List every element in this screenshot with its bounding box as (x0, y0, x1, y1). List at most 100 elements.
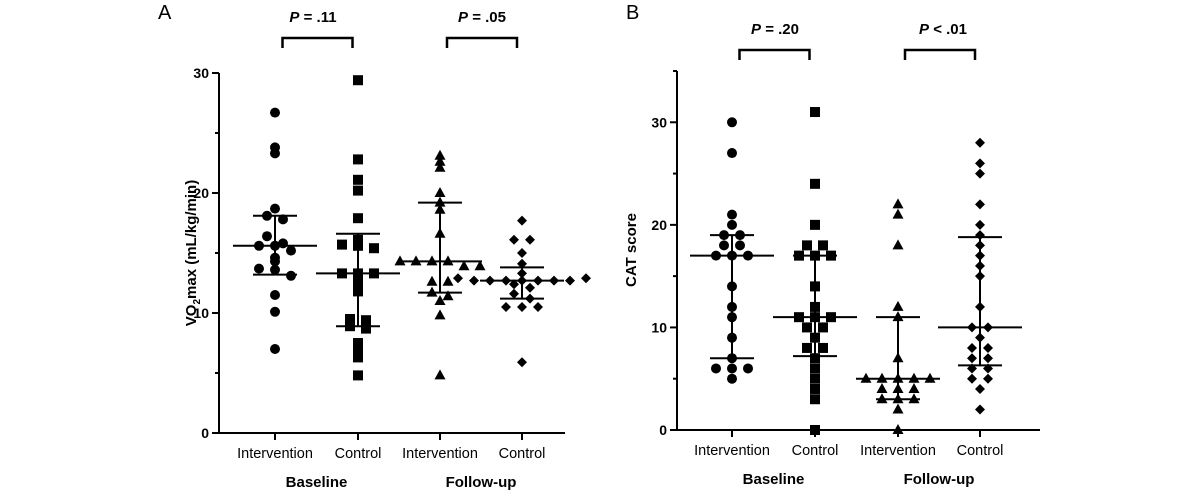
data-point-square (345, 321, 355, 332)
ylabel-main: VO (183, 304, 200, 326)
panel-b-letter: B (626, 2, 639, 24)
data-point-diamond (517, 248, 527, 258)
x-category-label: Control (335, 446, 382, 462)
data-point-square (810, 363, 820, 374)
data-point-square (802, 322, 812, 333)
p-symbol: P (289, 9, 300, 26)
data-point-triangle (434, 196, 446, 207)
data-point-square (826, 312, 836, 323)
data-point-square (353, 370, 363, 381)
data-point-circle (727, 332, 737, 343)
data-point-square (353, 268, 363, 279)
data-point-diamond (975, 383, 985, 394)
data-point-square (337, 239, 347, 250)
data-point-circle (286, 245, 296, 256)
data-point-square (810, 394, 820, 405)
panel-a-letter: A (158, 2, 172, 24)
data-point-diamond (983, 322, 993, 333)
ylabel-subscript: 2 (192, 299, 203, 305)
data-point-circle (727, 281, 737, 292)
data-point-circle (278, 214, 288, 225)
data-point-square (353, 240, 363, 251)
data-point-diamond (975, 301, 985, 312)
data-point-circle (270, 264, 280, 275)
data-point-square (345, 314, 355, 324)
data-point-diamond (517, 258, 527, 269)
data-point-circle (743, 250, 753, 261)
data-point-circle (735, 230, 745, 241)
data-point-diamond (975, 404, 985, 415)
data-point-triangle (924, 372, 936, 383)
data-point-triangle (442, 275, 454, 286)
data-point-circle (270, 148, 280, 159)
x-category-label: Intervention (402, 446, 478, 462)
data-point-square (810, 178, 820, 189)
data-point-triangle (410, 255, 422, 266)
y-tick-label: 0 (201, 425, 209, 441)
significance-bracket (738, 48, 811, 60)
data-point-diamond (975, 199, 985, 210)
series-group (394, 149, 486, 380)
data-point-square (810, 373, 820, 384)
y-tick-label: 30 (651, 114, 667, 130)
data-point-square (353, 75, 363, 86)
data-point-diamond (501, 302, 511, 312)
data-point-triangle (434, 309, 446, 320)
data-point-circle (711, 363, 721, 374)
data-point-circle (727, 117, 737, 128)
data-point-diamond (533, 302, 543, 312)
data-point-circle (735, 240, 745, 251)
data-point-circle (719, 240, 729, 251)
data-point-triangle (908, 382, 920, 393)
data-point-circle (727, 353, 737, 364)
data-point-triangle (892, 198, 904, 209)
x-group-label: Follow-up (904, 471, 975, 488)
data-point-diamond (983, 342, 993, 353)
y-tick-label: 30 (193, 65, 209, 81)
series-group (856, 198, 940, 434)
data-point-square (353, 344, 363, 354)
data-point-triangle (426, 286, 438, 297)
data-point-square (810, 219, 820, 230)
data-point-triangle (892, 239, 904, 250)
data-point-triangle (434, 227, 446, 238)
x-category-label: Intervention (860, 443, 936, 459)
data-point-square (353, 276, 363, 287)
data-point-diamond (967, 363, 977, 374)
data-point-square (353, 213, 363, 224)
y-tick-label: 20 (193, 185, 209, 201)
x-category-label: Control (792, 443, 839, 459)
data-point-square (361, 323, 371, 334)
data-point-square (818, 240, 828, 251)
data-point-square (802, 342, 812, 353)
data-point-diamond (501, 275, 511, 286)
data-point-diamond (525, 293, 535, 304)
p-symbol: P (919, 21, 930, 38)
data-point-triangle (458, 260, 470, 271)
data-point-circle (270, 107, 280, 118)
significance-bracket (445, 36, 519, 48)
series-group (233, 107, 317, 354)
data-point-square (353, 286, 363, 297)
data-point-triangle (434, 187, 446, 197)
data-point-square (369, 268, 379, 279)
x-category-label: Intervention (694, 443, 770, 459)
data-point-circle (262, 210, 272, 221)
data-point-diamond (517, 275, 527, 286)
x-group-label: Follow-up (446, 474, 517, 490)
data-point-circle (270, 306, 280, 317)
data-point-triangle (394, 255, 406, 266)
ylabel-rest: max (mL/kg/min) (183, 180, 200, 299)
x-category-label: Control (957, 443, 1004, 459)
data-point-diamond (975, 271, 985, 282)
data-point-triangle (908, 393, 920, 404)
data-point-triangle (474, 260, 486, 271)
data-point-square (337, 268, 347, 279)
data-point-circle (270, 203, 280, 214)
data-point-square (810, 312, 820, 323)
data-point-diamond (517, 302, 527, 312)
data-point-square (794, 312, 804, 323)
data-point-diamond (517, 215, 527, 226)
x-group-label: Baseline (286, 474, 348, 490)
p-value-text: = .20 (761, 21, 799, 38)
